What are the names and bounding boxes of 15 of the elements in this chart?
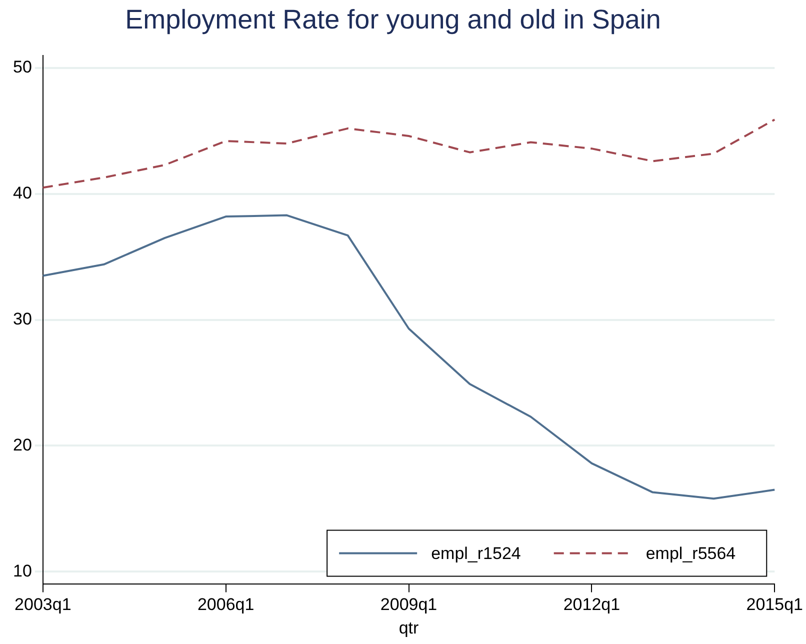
x-tick-label: 2015q1 — [746, 595, 804, 614]
y-tick-label: 20 — [12, 435, 32, 454]
x-axis-title: qtr — [398, 618, 420, 638]
x-tick-label: 2003q1 — [14, 595, 72, 614]
line-series — [42, 118, 776, 189]
x-tick-label: 2006q1 — [197, 595, 254, 614]
x-tick-label: 2012q1 — [563, 595, 620, 614]
y-tick-label: 40 — [12, 184, 32, 203]
y-tick-label: 10 — [12, 561, 32, 580]
legend-label: empl_r1524 — [431, 544, 521, 563]
x-tick-label: 2009q1 — [380, 595, 438, 614]
chart-title: Employment Rate for young and old in Spain — [125, 4, 661, 35]
y-tick-label: 50 — [12, 58, 32, 77]
legend-label: empl_r5564 — [646, 544, 736, 563]
y-tick-label: 30 — [12, 309, 32, 328]
